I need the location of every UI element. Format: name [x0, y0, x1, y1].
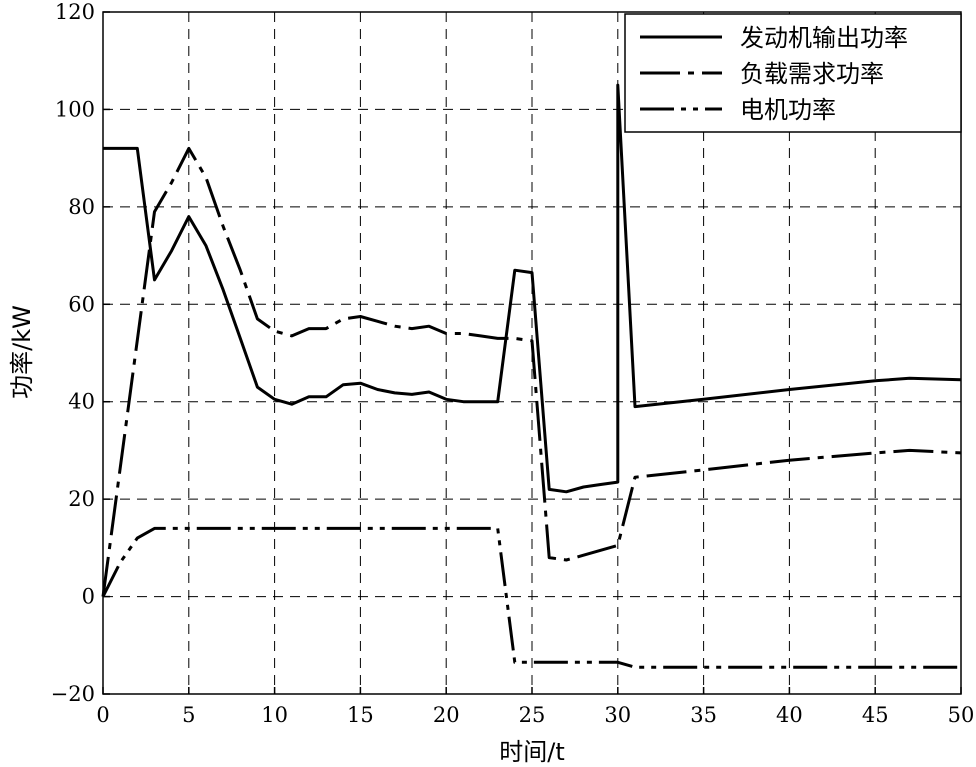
legend-box: [624, 13, 962, 133]
x-tick-label: 20: [433, 703, 460, 727]
x-tick-label: 40: [776, 703, 803, 727]
x-axis-label: 时间/t: [499, 738, 565, 766]
x-tick-label: 50: [948, 703, 975, 727]
y-axis-label: 功率/kW: [8, 305, 36, 399]
y-tick-label: −20: [51, 682, 95, 706]
x-tick-label: 15: [347, 703, 374, 727]
series-line-0: [103, 83, 962, 494]
y-tick-label: 0: [82, 585, 95, 609]
y-tick-label: 60: [68, 292, 95, 316]
series-lines: [101, 83, 962, 669]
y-tick-label: 40: [68, 390, 95, 414]
legend-label-load: 负载需求功率: [740, 60, 884, 88]
series-line-1: [101, 146, 962, 597]
x-tick-label: 30: [604, 703, 631, 727]
y-tick-label: 120: [55, 0, 95, 24]
series-line-2: [101, 526, 961, 669]
y-tick-label: 80: [68, 195, 95, 219]
y-tick-label: 20: [68, 487, 95, 511]
y-tick-label: 100: [55, 97, 95, 121]
x-tick-label: 45: [862, 703, 889, 727]
grid-lines: [103, 12, 961, 694]
legend: 发动机输出功率 负载需求功率 电机功率: [624, 13, 962, 133]
x-tick-label: 5: [182, 703, 195, 727]
x-tick-label: 10: [261, 703, 288, 727]
legend-label-motor: 电机功率: [740, 96, 836, 124]
x-tick-label: 0: [96, 703, 109, 727]
x-tick-label: 25: [519, 703, 546, 727]
legend-label-engine: 发动机输出功率: [740, 24, 908, 52]
x-tick-label: 35: [690, 703, 717, 727]
